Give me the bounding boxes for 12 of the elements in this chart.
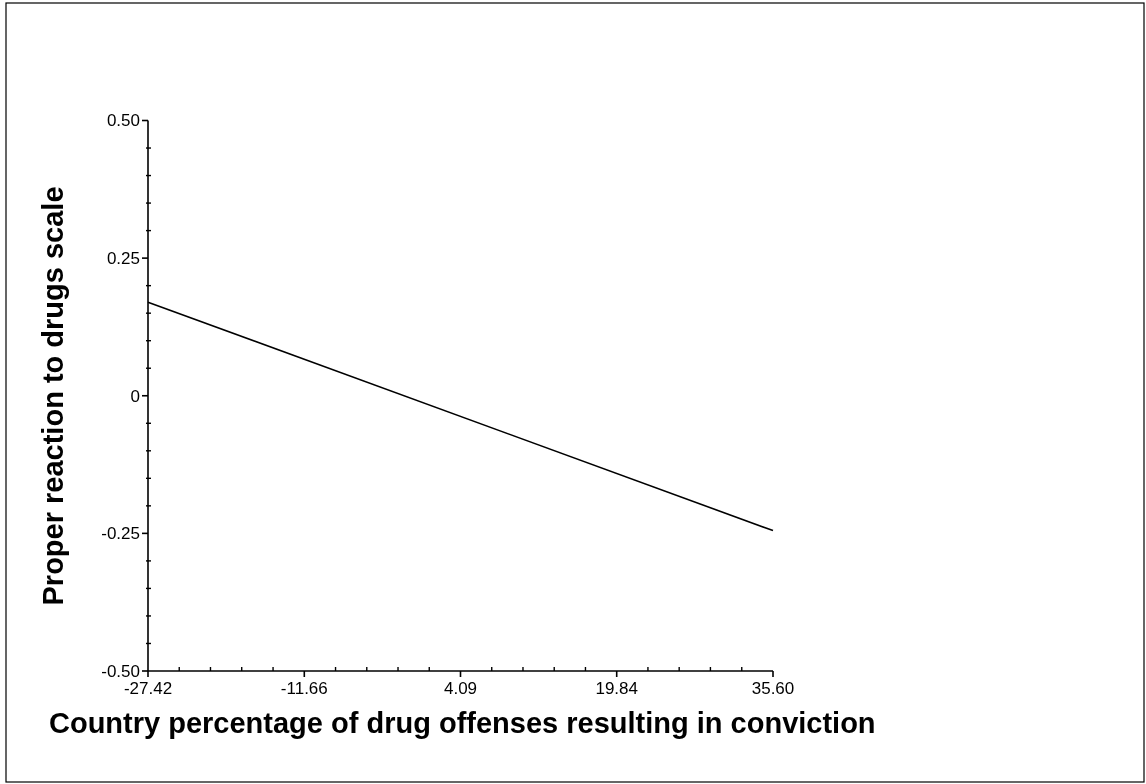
x-tick-label: 35.60 [751, 679, 795, 698]
x-tick-label: 19.84 [595, 679, 638, 698]
y-tick-label: 0.50 [106, 111, 140, 131]
y-axis-title: Proper reaction to drugs scale [37, 186, 69, 606]
x-tick-label: -27.42 [123, 679, 173, 698]
y-tick-label: 0.25 [106, 249, 140, 269]
y-tick-label: -0.50 [101, 661, 140, 681]
x-axis-title: Country percentage of drug offenses resulting in conviction [49, 707, 876, 739]
y-tick-label: -0.25 [101, 524, 140, 544]
x-tick-label: -11.66 [280, 679, 328, 698]
x-tick-label: 4.09 [443, 679, 478, 698]
y-tick-label: 0 [130, 386, 140, 406]
